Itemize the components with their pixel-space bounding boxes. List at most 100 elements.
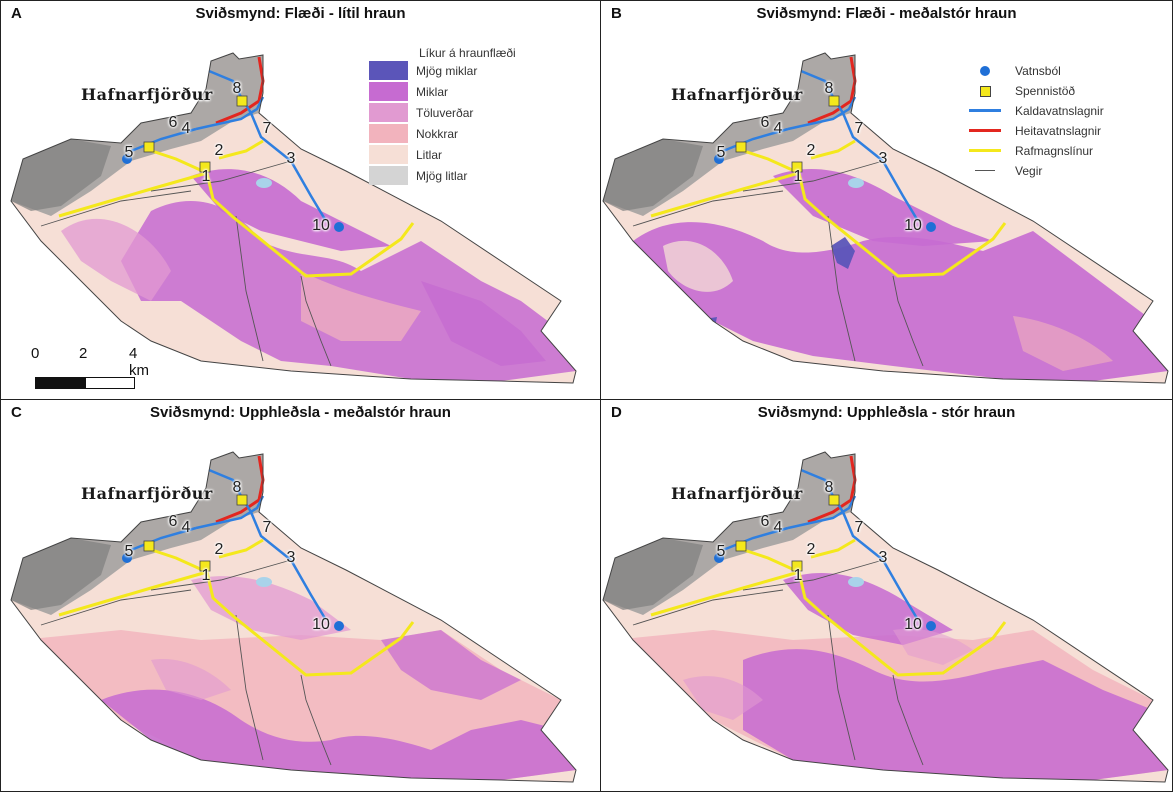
hazard-legend-swatch	[369, 82, 408, 101]
cold-water-pipe	[800, 468, 920, 621]
site-label-6: 6	[168, 114, 178, 131]
cold-water-pipe	[208, 69, 328, 222]
lake	[256, 577, 272, 587]
substation-marker	[828, 95, 840, 107]
power-line	[58, 171, 208, 218]
road	[892, 674, 924, 766]
power-line	[205, 571, 415, 677]
hazard-legend-swatch	[369, 166, 408, 185]
hazard-legend-swatch	[369, 61, 408, 80]
hazard-zone	[61, 218, 171, 301]
scale-tick-4: 4 km	[129, 345, 149, 379]
site-label-1: 1	[201, 567, 211, 584]
road	[300, 275, 332, 367]
site-label-1: 1	[793, 567, 803, 584]
cold-water-pipe	[722, 526, 789, 552]
map-c	[10, 451, 577, 783]
town-label: Hafnarfjörður	[81, 85, 213, 104]
water-source-marker	[714, 154, 724, 164]
scale-segment-dark	[35, 377, 85, 389]
hazard-legend-swatch	[369, 124, 408, 143]
power-line	[205, 172, 415, 278]
power-line	[218, 538, 264, 559]
lava-field-gray	[11, 538, 111, 610]
power-line	[650, 570, 800, 617]
site-label-3: 3	[286, 549, 296, 566]
cold-water-pipe	[722, 127, 789, 153]
power-line	[650, 171, 800, 218]
power-line	[145, 546, 208, 574]
road	[742, 160, 884, 192]
hazard-zone	[663, 240, 733, 292]
site-label-10: 10	[312, 616, 330, 633]
panel-a: A Sviðsmynd: Flæði - lítil hraun Hafnarf…	[0, 0, 601, 400]
site-label-6: 6	[168, 513, 178, 530]
site-label-8: 8	[232, 479, 242, 496]
hazard-zone	[683, 676, 763, 720]
map-d	[602, 451, 1169, 783]
site-label-5: 5	[716, 144, 726, 161]
site-label-3: 3	[878, 150, 888, 167]
lake	[848, 577, 864, 587]
road	[40, 589, 192, 626]
road	[235, 614, 264, 761]
legend-symbol-mark	[980, 86, 991, 97]
water-source-marker	[926, 621, 936, 631]
water-source-marker	[714, 553, 724, 563]
site-label-10: 10	[904, 616, 922, 633]
scale-segment-light	[85, 377, 135, 389]
infrastructure-legend-item: Vatnsból	[969, 61, 1104, 81]
panel-letter: D	[611, 404, 622, 421]
hazard-zone	[151, 659, 231, 700]
lake	[848, 178, 864, 188]
hazard-legend-item: Töluverðar	[369, 102, 516, 123]
hazard-legend-items: Mjög miklar Miklar Töluverðar Nokkrar Litlar…	[369, 60, 516, 186]
site-label-7: 7	[854, 519, 864, 536]
hazard-legend-swatch	[369, 145, 408, 164]
road	[827, 215, 856, 362]
hazard-zone	[191, 576, 351, 640]
panel-letter: A	[11, 5, 22, 22]
cold-water-pipe	[195, 96, 265, 131]
hazard-zone	[773, 168, 993, 246]
hazard-zone	[743, 649, 1168, 780]
substation-marker	[143, 540, 155, 552]
panel-c: C Sviðsmynd: Upphleðsla - meðalstór hrau…	[0, 399, 601, 792]
hazard-layers	[61, 169, 576, 381]
water-source-marker	[334, 621, 344, 631]
water-source-marker	[926, 222, 936, 232]
hazard-zone	[1013, 316, 1113, 371]
hot-water-pipe	[215, 56, 265, 125]
road	[632, 190, 784, 227]
map-a	[10, 52, 577, 384]
legend-symbol-mark	[975, 170, 995, 171]
cold-water-pipe	[787, 96, 857, 131]
site-label-5: 5	[716, 543, 726, 560]
infrastructure-legend-item: Spennistöð	[969, 81, 1104, 101]
square-symbol-icon	[969, 84, 1001, 98]
hazard-layers	[633, 168, 1168, 381]
town-label: Hafnarfjörður	[671, 484, 803, 503]
hazard-legend-item: Mjög litlar	[369, 165, 516, 186]
site-label-4: 4	[181, 120, 191, 137]
hazard-zone	[301, 271, 421, 341]
lava-field-gray	[603, 538, 703, 610]
site-label-5: 5	[124, 543, 134, 560]
infrastructure-legend-item: Vegir	[969, 161, 1104, 181]
road	[235, 215, 264, 362]
substation-marker	[791, 560, 803, 572]
infrastructure-legend-label: Vatnsból	[1015, 64, 1061, 78]
road	[300, 674, 332, 766]
scale-tick-0: 0	[31, 345, 40, 362]
site-label-10: 10	[312, 217, 330, 234]
panel-title: Sviðsmynd: Flæði - lítil hraun	[195, 5, 406, 22]
panel-title: Sviðsmynd: Upphleðsla - meðalstór hraun	[150, 404, 451, 421]
hot-water-pipe	[215, 455, 265, 524]
map-content	[10, 52, 577, 384]
infrastructure-legend-label: Rafmagnslínur	[1015, 144, 1094, 158]
map-b	[602, 52, 1169, 384]
panel-title: Sviðsmynd: Flæði - meðalstór hraun	[756, 5, 1017, 22]
lake	[256, 178, 272, 188]
legend-symbol-mark	[969, 149, 1001, 152]
site-label-2: 2	[806, 541, 816, 558]
